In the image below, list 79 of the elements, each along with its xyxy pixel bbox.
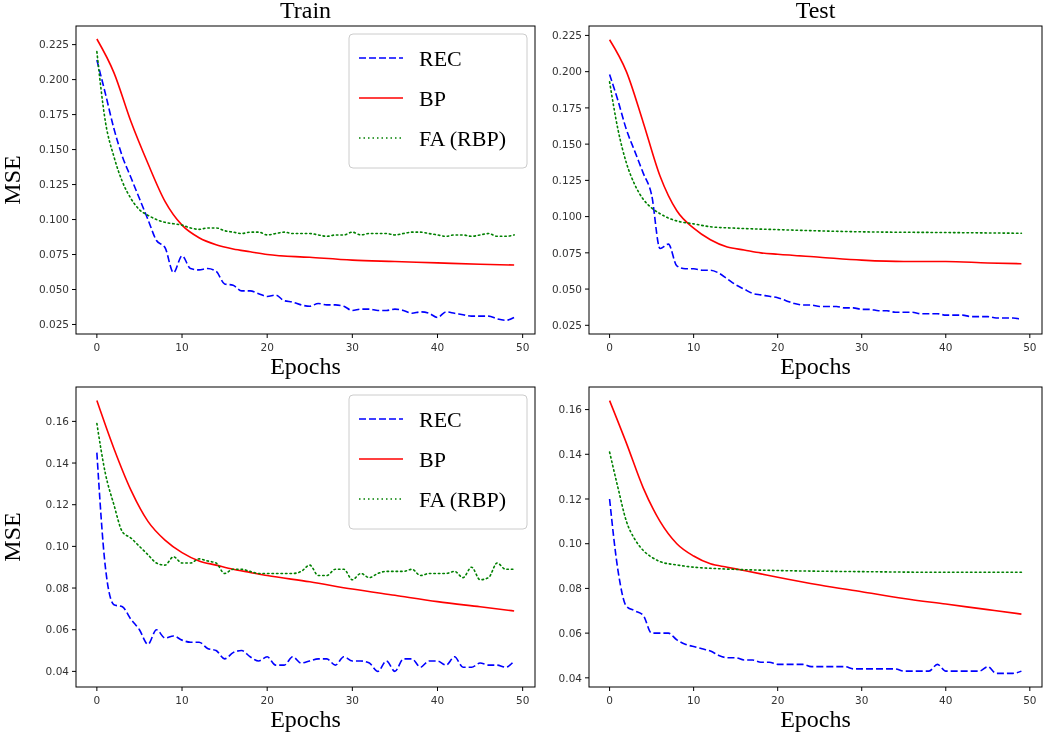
x-axis-title: Epochs [270,706,341,732]
y-tick-label: 0.06 [558,626,583,639]
legend-label: FA (RBP) [419,125,507,151]
y-tick-label: 0.16 [45,415,70,428]
x-tick-label: 0 [606,694,613,706]
y-tick-label: 0.12 [45,498,69,511]
legend-label: REC [419,406,462,432]
line-series [608,451,1023,574]
y-tick-label: 0.100 [38,213,69,226]
x-tick-label: 50 [1023,341,1037,353]
y-tick-label: 0.200 [38,73,69,86]
line-series [608,399,1023,615]
line-series [96,38,515,266]
legend-label: BP [419,85,446,111]
line-series [96,399,515,612]
y-tick-label: 0.08 [558,582,582,595]
x-tick-label: 0 [93,341,101,353]
x-tick-label: 20 [260,694,274,706]
line-series [608,81,1023,235]
x-tick-label: 40 [430,694,445,706]
x-axis-title: Epochs [780,706,851,732]
y-tick-label: 0.16 [558,403,583,416]
y-tick-label: 0.175 [38,108,69,121]
y-tick-label: 0.14 [558,447,583,460]
chart-title: Train [279,0,332,23]
x-tick-label: 30 [855,341,869,353]
x-tick-label: 10 [175,341,189,353]
y-tick-label: 0.075 [551,246,582,259]
x-tick-label: 20 [770,341,785,353]
y-tick-label: 0.200 [551,65,582,78]
x-axis-title: Epochs [270,353,341,379]
x-tick-label: 30 [855,694,869,706]
y-tick-label: 0.175 [551,101,582,114]
x-tick-label: 40 [939,341,953,353]
y-tick-label: 0.08 [45,581,69,594]
chart-title: Test [795,0,836,23]
y-tick-label: 0.150 [551,137,582,150]
x-tick-label: 50 [515,694,530,706]
line-series [608,38,1023,265]
y-axis-title: MSE [0,512,25,562]
legend-label: REC [419,45,462,71]
x-tick-label: 0 [606,341,613,353]
x-tick-label: 30 [345,341,360,353]
x-tick-label: 20 [260,341,274,353]
y-tick-label: 0.100 [551,210,582,223]
legend-label: FA (RBP) [419,486,507,512]
x-axis-title: Epochs [780,353,851,379]
y-tick-label: 0.10 [558,537,582,550]
y-tick-label: 0.14 [45,456,70,469]
y-tick-label: 0.12 [558,492,582,505]
y-tick-label: 0.04 [558,671,583,684]
x-tick-label: 10 [686,341,701,353]
x-tick-label: 0 [93,694,101,706]
y-tick-label: 0.04 [45,665,70,678]
y-tick-label: 0.10 [45,540,69,553]
y-tick-label: 0.225 [551,29,582,42]
line-series [608,498,1023,675]
line-series [96,451,515,673]
x-tick-label: 50 [515,341,530,353]
y-tick-label: 0.06 [45,623,70,636]
y-tick-label: 0.150 [38,143,69,156]
legend-label: BP [419,446,446,472]
y-tick-label: 0.075 [38,248,69,261]
y-tick-label: 0.025 [551,318,582,331]
x-tick-label: 40 [430,341,445,353]
x-tick-label: 20 [770,694,785,706]
y-tick-label: 0.050 [551,282,582,295]
x-tick-label: 10 [686,694,701,706]
line-series [96,50,515,238]
x-tick-label: 40 [939,694,953,706]
y-tick-label: 0.125 [551,174,582,187]
y-axis-title: MSE [0,155,25,205]
x-tick-label: 30 [345,694,360,706]
y-tick-label: 0.025 [38,318,69,331]
x-tick-label: 10 [175,694,189,706]
y-tick-label: 0.125 [38,178,69,191]
x-tick-label: 50 [1023,694,1037,706]
y-tick-label: 0.225 [38,38,69,51]
y-tick-label: 0.050 [38,283,69,296]
